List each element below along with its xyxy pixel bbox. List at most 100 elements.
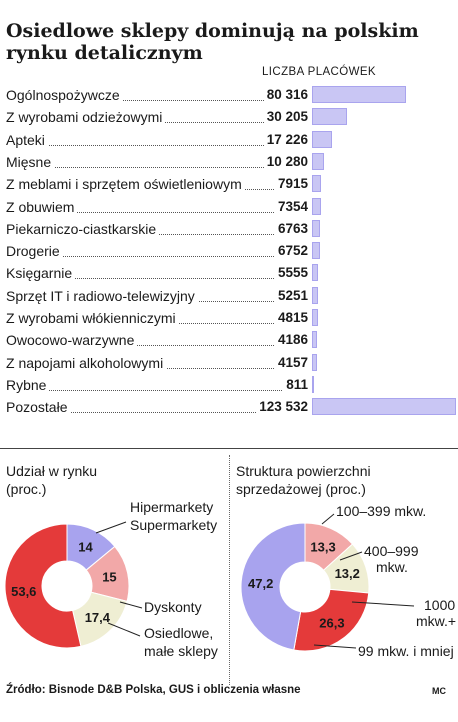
bar-value-label: 7915 <box>274 176 308 192</box>
bar-row: Ogólnospożywcze 80 316 <box>0 84 458 106</box>
bar-category-label: Rybne <box>6 376 50 393</box>
slice-value-label: 47,2 <box>248 576 273 591</box>
slice-value-label: 15 <box>102 570 116 585</box>
chart-title: Osiedlowe sklepy dominują na polskim ryn… <box>6 20 419 64</box>
bar-category-label: Piekarniczo-ciastkarskie <box>6 220 160 237</box>
bar <box>312 264 319 282</box>
bar-row: Z wyrobami włókienniczymi 4815 <box>0 307 458 329</box>
leader-dots <box>10 211 308 213</box>
bar-row: Rybne 811 <box>0 374 458 396</box>
right-donut-title-line-1: Struktura powierzchni <box>236 463 371 479</box>
bar-value-label: 6752 <box>274 243 308 259</box>
bar <box>312 197 321 215</box>
donut-category-label: mkw. <box>376 559 408 575</box>
slice-value-label: 53,6 <box>11 584 36 599</box>
bar-value-label: 80 316 <box>263 87 308 102</box>
leader-dots <box>10 345 308 347</box>
donut-category-label: 100–399 mkw. <box>336 503 426 519</box>
bar-category-label: Sprzęt IT i radiowo-telewizyjny <box>6 287 198 304</box>
bar <box>312 309 318 326</box>
bar-row: Z wyrobami odzieżowymi 30 205 <box>0 106 458 128</box>
bar-value-label: 123 532 <box>256 399 308 415</box>
leader-dots <box>10 278 308 280</box>
donut-category-label: 99 mkw. i mniej <box>358 643 454 659</box>
donut-category-label: Supermarkety <box>130 517 217 533</box>
bar <box>312 175 322 193</box>
source-note: Źródło: Bisnode D&B Polska, GUS i oblicz… <box>6 684 301 696</box>
donut-slice <box>293 588 370 652</box>
bar-row: Owocowo-warzywne 4186 <box>0 329 458 351</box>
leader-dots <box>10 144 308 146</box>
column-divider <box>229 455 230 685</box>
bar-row: Z meblami i sprzętem oświetleniowym 7915 <box>0 173 458 195</box>
bar-category-label: Owocowo-warzywne <box>6 332 138 349</box>
bar-value-label: 4157 <box>274 354 308 370</box>
slice-value-label: 17,4 <box>85 610 111 625</box>
right-donut-title-line-2: sprzedażowej (proc.) <box>236 481 366 497</box>
donut-category-label: Dyskonty <box>144 599 202 615</box>
bar <box>312 108 348 126</box>
leader-dots <box>10 389 308 391</box>
bar-category-label: Z wyrobami odzieżowymi <box>6 109 166 126</box>
bar-category-label: Ogólnospożywcze <box>6 87 123 103</box>
donut-category-label: Hipermarkety <box>130 499 213 515</box>
bar-value-label: 5251 <box>274 287 308 303</box>
bar <box>312 331 317 349</box>
left-donut-title-line-1: Udział w rynku <box>6 463 98 479</box>
donut-category-label: 400–999 <box>364 543 419 559</box>
bar-value-label: 811 <box>283 376 308 392</box>
section-divider <box>0 448 458 449</box>
leader-dots <box>10 256 308 258</box>
bar-row: Księgarnie 5555 <box>0 262 458 284</box>
bar <box>312 86 406 103</box>
slice-value-label: 14 <box>78 540 93 555</box>
bar-value-label: 4815 <box>274 310 308 325</box>
bar-category-label: Z wyrobami włókienniczymi <box>6 310 179 326</box>
slice-value-label: 13,2 <box>335 566 360 581</box>
leader-dots <box>10 100 308 101</box>
bar-category-label: Apteki <box>6 131 48 148</box>
bar-value-label: 17 226 <box>263 131 308 147</box>
column-header: LICZBA PLACÓWEK <box>262 66 377 78</box>
bar-value-label: 10 280 <box>263 153 308 169</box>
donut-slice <box>240 522 306 651</box>
left-donut-title-line-2: (proc.) <box>6 481 47 497</box>
bar-category-label: Z meblami i sprzętem oświetleniowym <box>6 176 245 193</box>
bar <box>312 286 319 304</box>
bar-value-label: 5555 <box>274 265 308 281</box>
bar <box>312 353 317 371</box>
leader-line <box>95 521 127 534</box>
bar-category-label: Pozostałe <box>6 399 71 416</box>
leader-line <box>313 644 357 649</box>
bar-row: Z napojami alkoholowymi 4157 <box>0 352 458 374</box>
leader-line <box>119 601 143 609</box>
bar <box>312 130 333 148</box>
leader-line <box>339 551 363 561</box>
bar-row: Drogerie 6752 <box>0 240 458 262</box>
bar-category-label: Mięsne <box>6 153 55 170</box>
leader-line <box>321 513 335 525</box>
bar <box>312 242 320 260</box>
slice-value-label: 26,3 <box>319 615 344 630</box>
bar <box>312 398 456 416</box>
bar-row: Mięsne 10 280 <box>0 151 458 173</box>
bar-value-label: 7354 <box>274 198 308 214</box>
bar-category-label: Z napojami alkoholowymi <box>6 354 167 371</box>
bar-category-label: Z obuwiem <box>6 198 78 215</box>
bar-value-label: 4186 <box>274 332 308 348</box>
bar <box>312 375 314 393</box>
bar-value-label: 6763 <box>274 220 308 236</box>
donut-category-label: mkw.+ <box>416 613 456 629</box>
leader-line <box>351 601 415 607</box>
slice-value-label: 13,3 <box>310 539 335 554</box>
bar-row: Pozostałe 123 532 <box>0 396 458 418</box>
leader-dots <box>10 166 308 168</box>
bar-row: Z obuwiem 7354 <box>0 196 458 218</box>
donut-slice <box>4 523 82 649</box>
leader-dots <box>10 412 308 414</box>
bar <box>312 219 320 237</box>
left-donut-title: Udział w rynku (proc.) <box>6 462 97 498</box>
leader-line <box>107 622 141 637</box>
credit: MC <box>432 686 446 696</box>
